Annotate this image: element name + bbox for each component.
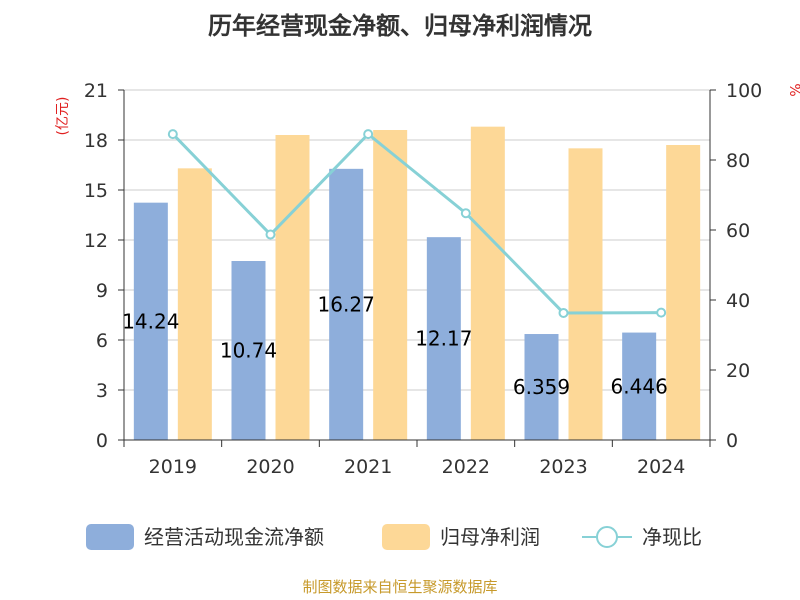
left-axis-unit: (亿元) [55, 97, 71, 136]
data-label: 14.24 [122, 309, 179, 333]
bar-net-profit [373, 130, 408, 440]
legend-label: 净现比 [642, 525, 702, 549]
ratio-point [167, 129, 178, 140]
data-label: 10.74 [220, 339, 277, 363]
x-tick-label: 2019 [149, 456, 197, 478]
bar-net-profit [177, 168, 212, 441]
left-tick-label: 9 [96, 280, 108, 302]
data-label: 6.446 [611, 374, 668, 398]
legend-label: 归母净利润 [440, 525, 540, 549]
bar-net-profit [568, 148, 603, 441]
data-label: 16.27 [318, 292, 375, 316]
bar-net-profit [470, 126, 505, 441]
grid [124, 89, 710, 441]
left-tick-label: 0 [96, 430, 108, 452]
bar-net-profit [666, 145, 701, 440]
ratio-point [656, 307, 667, 318]
data-label: 6.359 [513, 375, 570, 399]
x-tick-label: 2023 [539, 456, 587, 478]
bars [133, 126, 701, 441]
left-tick-label: 3 [96, 380, 108, 402]
chart-title: 历年经营现金净额、归母净利润情况 [208, 12, 592, 40]
legend-swatch-net-profit [382, 524, 430, 550]
x-tick-label: 2021 [344, 456, 392, 478]
bar-cashflow [622, 332, 657, 440]
x-tick-label: 2020 [246, 456, 294, 478]
ratio-point [265, 229, 276, 240]
ratio-line [171, 132, 662, 315]
legend-label: 经营活动现金流净额 [144, 525, 324, 549]
left-tick-label: 18 [84, 130, 108, 152]
bar-cashflow [133, 202, 168, 440]
ratio-point [558, 307, 569, 318]
left-tick-label: 12 [84, 230, 108, 252]
right-tick-label: 40 [726, 290, 750, 312]
right-tick-label: 20 [726, 360, 750, 382]
line-series [167, 129, 667, 318]
legend: 经营活动现金流净额 归母净利润 净现比 [86, 524, 702, 550]
left-tick-label: 6 [96, 330, 108, 352]
right-tick-label: 80 [726, 150, 750, 172]
source-note: 制图数据来自恒生聚源数据库 [302, 578, 497, 596]
bar-cashflow [231, 261, 266, 440]
right-tick-label: 60 [726, 220, 750, 242]
bar-cashflow [524, 334, 559, 440]
axes: 0 3 6 9 12 15 18 21 0 20 40 60 80 100 2019 2020 2021 2022… [84, 80, 762, 478]
ratio-point [363, 129, 374, 140]
data-label: 12.17 [415, 327, 472, 351]
bar-cashflow [426, 237, 461, 440]
legend-swatch-cashflow [86, 524, 134, 550]
legend-swatch-ratio-marker [596, 526, 618, 548]
x-tick-label: 2022 [442, 456, 490, 478]
ratio-point [460, 208, 471, 219]
left-tick-label: 15 [84, 180, 108, 202]
bar-cashflow [329, 168, 364, 441]
right-tick-label: 100 [726, 80, 762, 102]
x-tick-label: 2024 [637, 456, 685, 478]
left-tick-label: 21 [84, 80, 108, 102]
bar-net-profit [275, 135, 310, 440]
right-axis-unit: % [786, 83, 800, 96]
right-tick-label: 0 [726, 430, 738, 452]
data-labels: 14.24 10.74 16.27 12.17 6.359 6.446 [122, 292, 668, 399]
